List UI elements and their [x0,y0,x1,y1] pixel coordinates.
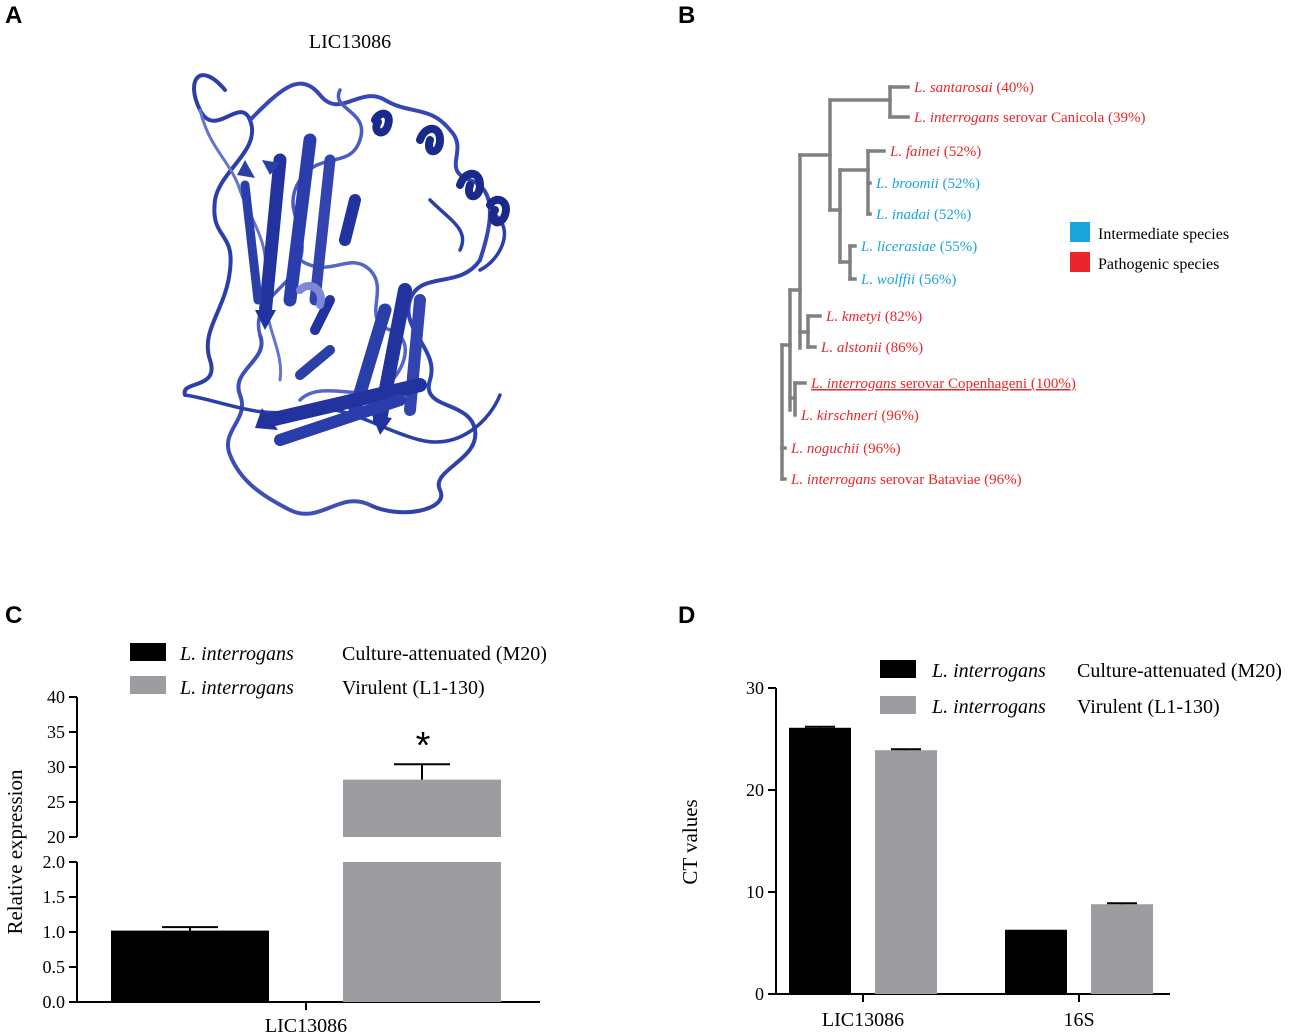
chart-c-y-tick-label: 0.0 [43,992,66,1012]
legend-d-series-2-suffix: Virulent (L1-130) [1077,696,1220,718]
tree-branches [780,85,910,481]
significance-asterisk: * [416,725,431,767]
legend-c-series-1-name: L. interrogans [179,643,294,665]
chart-c-y-tick-label: 25 [47,792,65,812]
legend-c-series-2-name: L. interrogans [179,677,294,699]
chart-c-bar-lower-segment [343,862,501,1002]
chart-c-y-tick-label: 35 [47,722,65,742]
legend-c-series-2-suffix: Virulent (L1-130) [342,677,485,699]
tree-leaf-label: L. kmetyi (82%) [825,309,922,325]
chart-d-y-tick-label: 10 [746,882,764,902]
chart-d-bars [789,725,1153,994]
chart-d-tick-labels: 0 10 20 30 LIC13086 16S [746,678,1095,1031]
chart-c-y-tick-label: 30 [47,757,65,777]
ct-values-chart: L. interrogans Culture-attenuated (M20) … [678,660,1282,1031]
tree-leaf-labels: L. santarosai (40%) L. interrogans serova… [790,80,1146,488]
phylogenetic-tree-panel: L. santarosai (40%) L. interrogans serova… [780,80,1229,488]
chart-d-category-label: 16S [1063,1009,1094,1031]
legend-label-pathogenic: Pathogenic species [1098,256,1219,273]
tree-leaf-label: L. noguchii (96%) [790,441,901,457]
chart-c-y-tick-label: 0.5 [43,957,66,977]
chart-c-bars [111,763,501,1002]
chart-c-legend: L. interrogans Culture-attenuated (M20) … [130,643,547,699]
chart-d-y-tick-label: 0 [755,984,764,1004]
chart-c-y-tick-label: 2.0 [43,852,66,872]
chart-d-ylabel: CT values [678,799,702,884]
tree-leaf-label: L. interrogans serovar Bataviae (96%) [790,472,1022,488]
legend-c-swatch-l1130 [130,676,166,694]
panel-label-d: D [678,602,696,629]
chart-d-y-tick-label: 20 [746,780,764,800]
tree-leaf-label: L. broomii (52%) [875,176,980,192]
tree-legend: Intermediate species Pathogenic species [1070,222,1229,273]
chart-d-bar [1091,904,1153,994]
tree-leaf-label: L. licerasiae (55%) [860,239,977,255]
chart-c-bar [343,779,501,837]
legend-c-swatch-m20 [130,643,166,661]
tree-leaf-label: L. inadai (52%) [875,207,971,223]
chart-d-bar [1005,929,1067,994]
legend-swatch-intermediate [1070,222,1090,242]
chart-c-y-tick-label: 20 [47,827,65,847]
legend-swatch-pathogenic [1070,252,1090,272]
tree-leaf-label: L. alstonii (86%) [820,340,923,356]
tree-leaf-label: L. fainei (52%) [889,144,981,160]
protein-structure-panel: LIC13086 [182,31,510,516]
legend-c-series-1-suffix: Culture-attenuated (M20) [342,643,547,665]
legend-d-series-2-name: L. interrogans [931,696,1046,718]
chart-d-legend: L. interrogans Culture-attenuated (M20) … [880,660,1282,718]
chart-d-bar [789,727,851,994]
tree-leaf-label: L. interrogans serovar Copenhageni (100%… [810,376,1076,392]
panel-label-b: B [678,2,696,29]
legend-d-series-1-suffix: Culture-attenuated (M20) [1077,660,1282,682]
chart-d-bar [875,750,937,994]
chart-d-category-label: LIC13086 [822,1009,904,1031]
chart-d-y-tick-label: 30 [746,678,764,698]
panel-label-a: A [5,2,23,29]
chart-c-y-tick-label: 1.5 [43,887,66,907]
tree-leaf-label: L. santarosai (40%) [913,80,1034,96]
tree-leaf-label: L. kirschneri (96%) [800,408,919,424]
chart-c-ylabel: Relative expression [3,769,27,935]
chart-c-y-tick-label: 1.0 [43,922,66,942]
protein-ribbon-image [182,73,510,516]
structure-title: LIC13086 [309,31,391,53]
legend-label-intermediate: Intermediate species [1098,226,1229,243]
legend-d-series-1-name: L. interrogans [931,660,1046,682]
chart-c-bar [111,930,269,1002]
chart-c-tick-labels: 20 25 30 35 40 0.0 0.5 1.0 1.5 2.0 [43,687,66,1012]
relative-expression-chart: L. interrogans Culture-attenuated (M20) … [3,643,547,1036]
chart-c-y-tick-label: 40 [47,687,65,707]
panel-label-c: C [5,602,23,629]
legend-d-swatch-m20 [880,660,916,678]
tree-leaf-label: L. wolffii (56%) [860,272,956,288]
tree-leaf-label: L. interrogans serovar Canicola (39%) [913,110,1146,126]
chart-c-category-label: LIC13086 [265,1015,347,1036]
legend-d-swatch-l1130 [880,696,916,714]
